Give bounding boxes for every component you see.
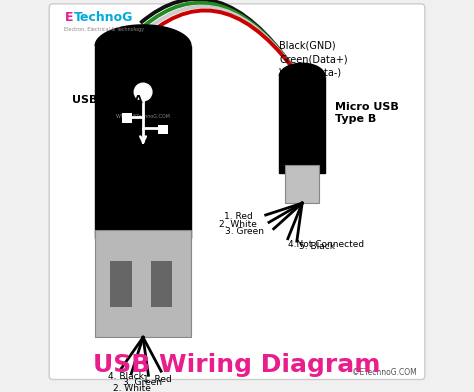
Text: Red (Vcc): Red (Vcc) — [279, 82, 326, 92]
Bar — [158, 125, 168, 134]
Text: Green(Data+): Green(Data+) — [279, 54, 348, 64]
Text: 2. White: 2. White — [219, 220, 257, 229]
Polygon shape — [285, 165, 319, 203]
Bar — [151, 261, 172, 307]
Polygon shape — [279, 77, 325, 172]
Polygon shape — [95, 46, 191, 238]
Text: Black(GND): Black(GND) — [279, 40, 336, 50]
Text: Electron, Electrical & Technology: Electron, Electrical & Technology — [64, 27, 145, 33]
Text: 2. White: 2. White — [113, 384, 151, 392]
FancyBboxPatch shape — [49, 4, 425, 379]
Polygon shape — [95, 25, 191, 46]
Text: E: E — [64, 11, 73, 24]
Text: 5. Black: 5. Black — [300, 242, 335, 251]
Text: Micro USB
Type B: Micro USB Type B — [335, 102, 399, 124]
Text: USB Wiring Diagram: USB Wiring Diagram — [93, 353, 381, 377]
Bar — [110, 261, 132, 307]
Text: USB Type A: USB Type A — [72, 95, 143, 105]
Text: TechnoG: TechnoG — [74, 11, 134, 24]
Text: 4. Black: 4. Black — [109, 372, 145, 381]
Polygon shape — [95, 230, 191, 338]
Text: WWW. ETechnoG.COM: WWW. ETechnoG.COM — [116, 114, 170, 120]
Circle shape — [134, 83, 152, 101]
Text: 1. Red: 1. Red — [224, 212, 253, 221]
Text: 3. Green: 3. Green — [225, 227, 264, 236]
Text: 3. Green: 3. Green — [123, 378, 162, 387]
Bar — [122, 113, 132, 123]
Text: 4.Not Connected: 4.Not Connected — [288, 240, 364, 249]
Text: ©ETechnoG.COM: ©ETechnoG.COM — [353, 368, 417, 377]
Text: White(Data-): White(Data-) — [279, 68, 342, 78]
Polygon shape — [279, 63, 325, 77]
Text: 1. Red: 1. Red — [143, 375, 172, 384]
